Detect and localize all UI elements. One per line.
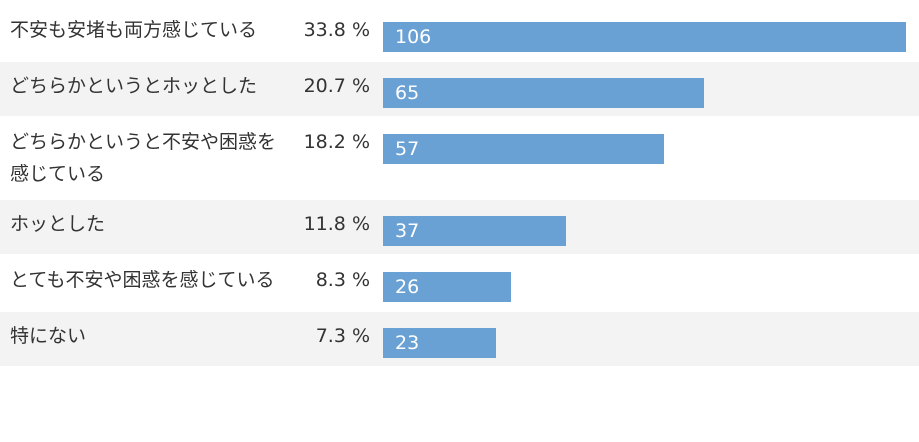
row: どちらかというと不安や困惑を感じている 18.2 % 57 [0,118,919,198]
percent-label: 18.2 % [303,131,370,153]
row: 特にない 7.3 % 23 [0,312,919,366]
category-label: どちらかというとホッとした [10,75,258,97]
chart: 不安も安堵も両方感じている 33.8 % 106 どちらかというとホッとした 20.7 … [0,6,919,366]
category-label: 特にない [10,325,87,347]
category-label: 不安も安堵も両方感じている [10,19,258,41]
bar-track: 37 [383,208,908,246]
bar: 65 [383,78,704,108]
row: とても不安や困惑を感じている 8.3 % 26 [0,256,919,310]
bar-track: 57 [383,126,908,164]
category-label: ホッとした [10,213,106,235]
row: ホッとした 11.8 % 37 [0,200,919,254]
bar-track: 106 [383,14,908,52]
category-label: とても不安や困惑を感じている [10,269,275,291]
bar: 23 [383,328,497,358]
bar: 37 [383,216,566,246]
percent-label: 8.3 % [315,269,370,291]
percent-label: 7.3 % [315,325,370,347]
bar: 26 [383,272,512,302]
bar-track: 23 [383,320,908,358]
percent-label: 20.7 % [303,75,370,97]
percent-label: 11.8 % [303,213,370,235]
row: どちらかというとホッとした 20.7 % 65 [0,62,919,116]
row: 不安も安堵も両方感じている 33.8 % 106 [0,6,919,60]
bar: 106 [383,22,906,52]
bar-track: 26 [383,264,908,302]
bar-track: 65 [383,70,908,108]
percent-label: 33.8 % [303,19,370,41]
bar: 57 [383,134,665,164]
category-label: どちらかというと不安や困惑を感じている [10,131,277,185]
